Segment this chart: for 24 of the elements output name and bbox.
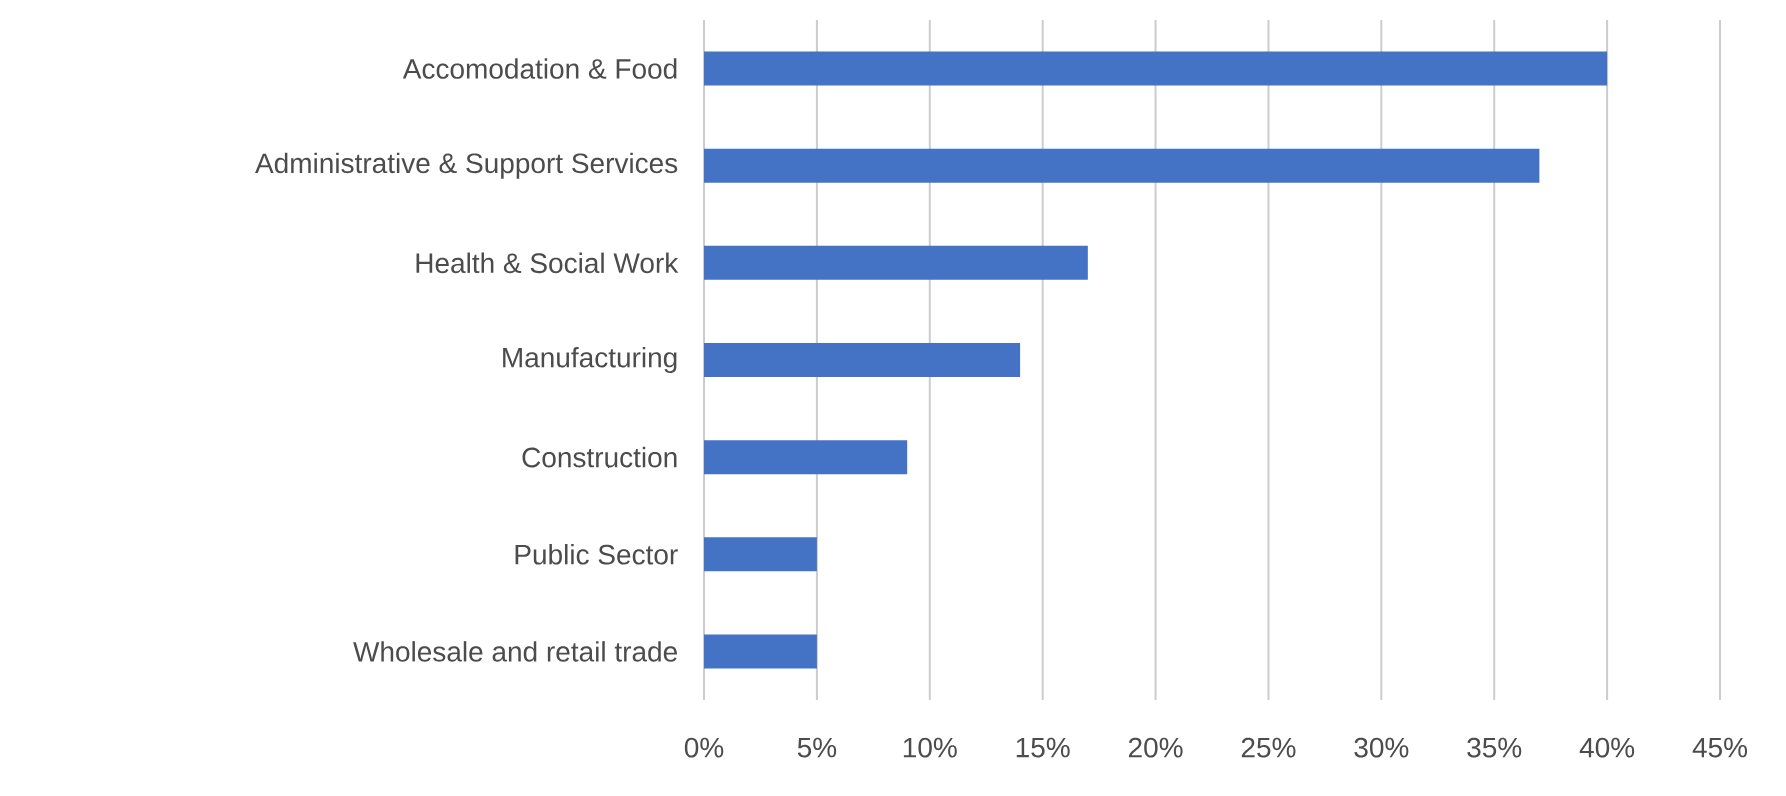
bar (704, 440, 908, 475)
x-tick-label: 5% (797, 737, 837, 758)
x-tick-label: 0% (684, 737, 724, 758)
y-tick-label: Construction (522, 446, 677, 468)
bar (704, 537, 817, 572)
x-tick-label: 25% (1241, 737, 1296, 758)
y-tick-label: Administrative & Support Services (255, 152, 678, 179)
bar (704, 148, 1540, 183)
x-tick-label: 45% (1692, 737, 1748, 758)
y-tick-label: Health & Social Work (416, 252, 679, 274)
y-tick-label: Manufacturing (503, 346, 677, 374)
x-tick-label: 30% (1354, 737, 1409, 758)
x-tick-label: 40% (1579, 737, 1635, 758)
y-tick-label: Public Sector (515, 544, 678, 565)
y-tick-label: Accomodation & Food (402, 58, 677, 79)
x-tick-label: 20% (1128, 737, 1183, 758)
bar (704, 51, 1608, 86)
x-tick-label: 10% (903, 737, 957, 758)
x-tick-label: 15% (1016, 737, 1070, 758)
bar (704, 343, 1021, 378)
bar (704, 634, 817, 669)
bar (704, 245, 1088, 280)
x-tick-label: 35% (1467, 737, 1522, 758)
y-tick-label: Wholesale and retail trade (353, 641, 677, 662)
